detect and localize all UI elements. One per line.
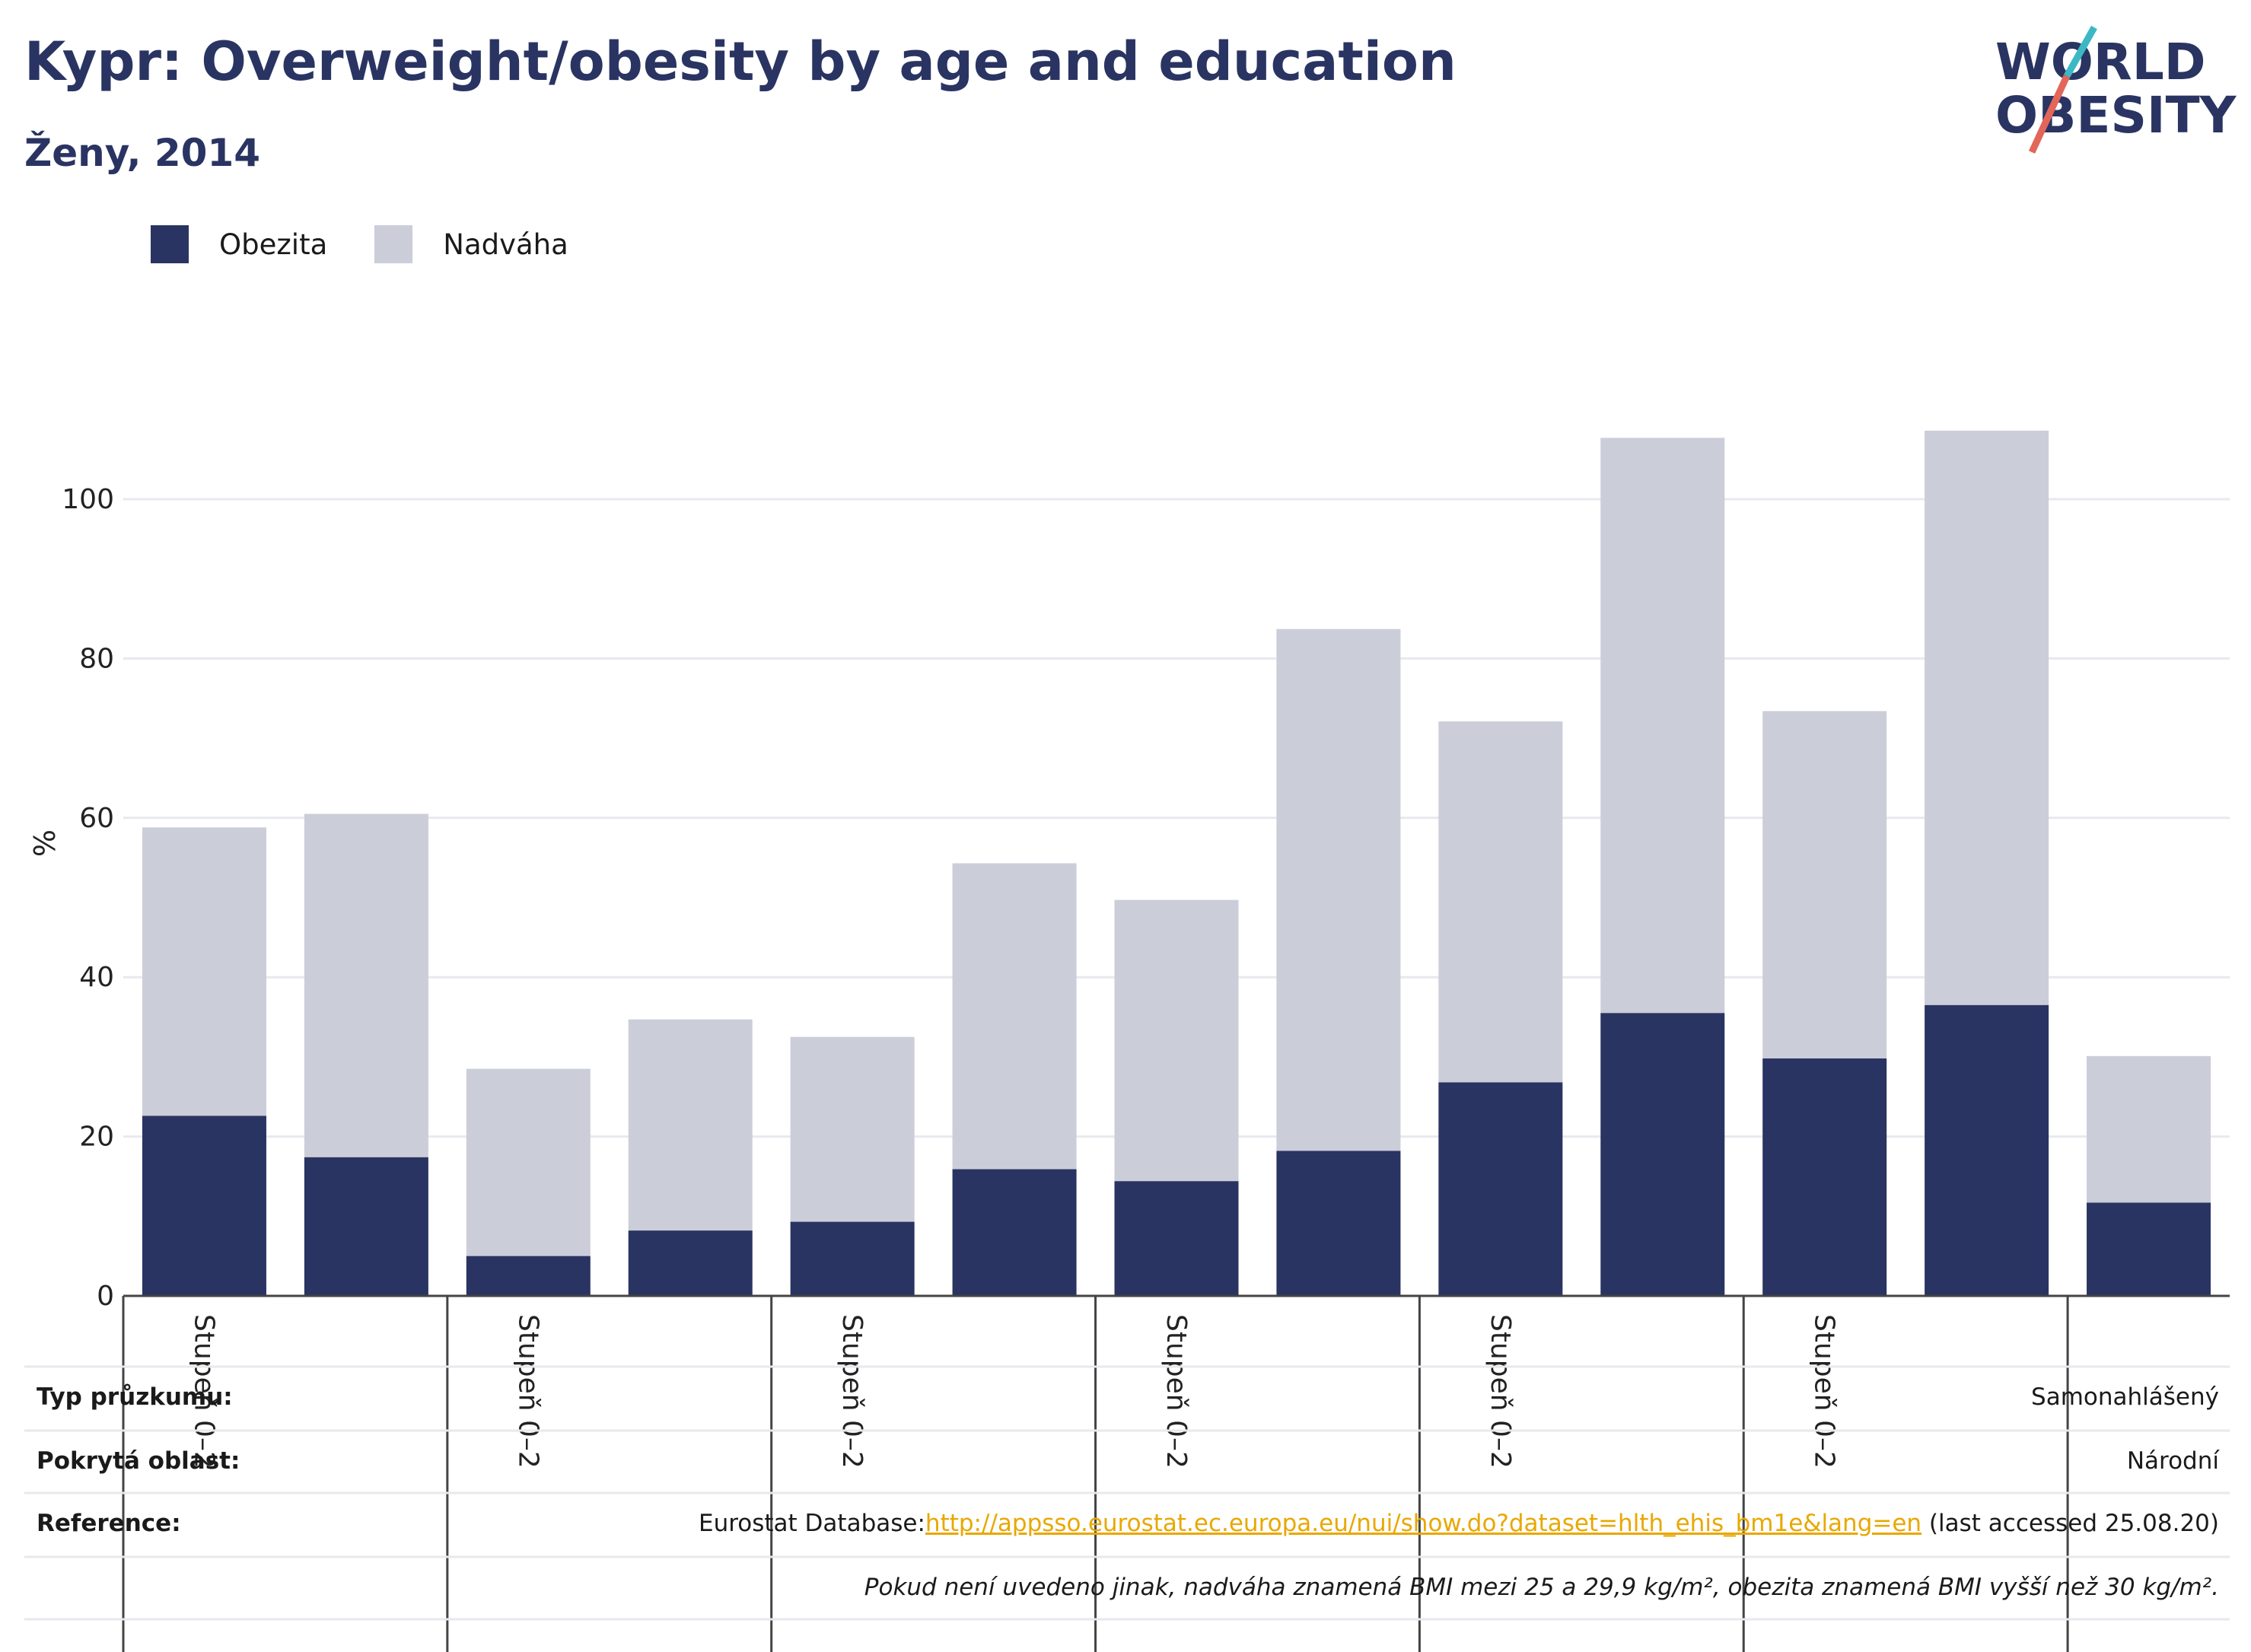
legend: Obezita Nadváha	[151, 225, 616, 263]
bar-nadvaha	[304, 813, 428, 1157]
bar-nadvaha	[790, 1036, 915, 1222]
reference-value: Eurostat Database:http://appsso.eurostat…	[699, 1510, 2219, 1537]
chart-title: Kypr: Overweight/obesity by age and educ…	[24, 30, 1457, 93]
bar-nadvaha	[1600, 438, 1725, 1014]
x-tick-label: Stupeň 0–2	[836, 1314, 868, 1469]
x-tick-label: Stupeň 0–2	[1485, 1314, 1516, 1469]
bar-nadvaha	[1925, 430, 2049, 1005]
bar-obezita	[2087, 1202, 2211, 1296]
bar-nadvaha	[1276, 629, 1401, 1151]
bar-nadvaha	[2087, 1055, 2211, 1203]
info-row-note: Pokud není uvedeno jinak, nadváha znamen…	[37, 1557, 2219, 1621]
bar-obezita	[142, 1116, 266, 1296]
y-tick-label: 0	[97, 1281, 114, 1312]
logo-text-world: WORLD	[1995, 33, 2206, 91]
bmi-note: Pokud není uvedeno jinak, nadváha znamen…	[864, 1574, 2219, 1601]
bar-obezita	[1762, 1058, 1887, 1296]
bar-nadvaha	[142, 827, 266, 1116]
bar-nadvaha	[628, 1019, 753, 1231]
legend-item-obezita[interactable]: Obezita	[151, 225, 327, 263]
bar-obezita	[952, 1169, 1077, 1296]
logo-slash-teal	[2064, 25, 2097, 78]
world-obesity-logo: WORLD OBESITY	[1995, 25, 2237, 154]
logo-text-obesity: OBESITY	[1995, 86, 2237, 145]
bar-obezita	[1438, 1082, 1563, 1296]
reference-link[interactable]: http://appsso.eurostat.ec.europa.eu/nui/…	[925, 1510, 1922, 1537]
legend-swatch-obezita	[151, 225, 189, 263]
survey-type-label: Typ průzkumu:	[37, 1383, 233, 1411]
bar-nadvaha	[1438, 721, 1563, 1083]
bar-obezita	[628, 1230, 753, 1296]
x-tick-label: Stupeň 0–2	[188, 1314, 219, 1469]
y-tick-label: 40	[79, 962, 114, 993]
x-tick-label: Stupeň 0–2	[1809, 1314, 1840, 1469]
legend-label-nadvaha: Nadváha	[443, 228, 568, 261]
logo-slash-red	[2028, 75, 2071, 154]
y-tick-label: 80	[79, 643, 114, 674]
bar-obezita	[1925, 1004, 2049, 1296]
survey-type-value: Samonahlášený	[2031, 1383, 2219, 1411]
legend-item-nadvaha[interactable]: Nadváha	[374, 225, 568, 263]
chart-subtitle: Ženy, 2014	[24, 131, 261, 175]
info-row-area: Pokrytá oblast: Národní	[37, 1431, 2219, 1494]
bar-obezita	[1276, 1151, 1401, 1296]
bar-nadvaha	[1762, 711, 1887, 1058]
bar-nadvaha	[466, 1068, 591, 1256]
y-axis-label: %	[28, 829, 62, 857]
bar-obezita	[304, 1157, 428, 1296]
reference-suffix: (last accessed 25.08.20)	[1921, 1510, 2219, 1537]
x-tick-label: Stupeň 0–2	[512, 1314, 543, 1469]
bar-obezita	[1114, 1181, 1239, 1296]
info-row-survey-type: Typ průzkumu: Samonahlášený	[37, 1367, 2219, 1431]
area-label: Pokrytá oblast:	[37, 1447, 240, 1475]
bar-obezita	[466, 1256, 591, 1296]
bar-nadvaha	[952, 863, 1077, 1170]
x-tick-label: Stupeň 0–2	[1161, 1314, 1192, 1469]
y-tick-label: 100	[62, 484, 114, 515]
bar-obezita	[790, 1221, 915, 1296]
area-value: Národní	[2126, 1447, 2219, 1475]
bar-obezita	[1600, 1013, 1725, 1296]
bar-nadvaha	[1114, 899, 1239, 1182]
legend-swatch-nadvaha	[374, 225, 413, 263]
y-tick-label: 60	[79, 803, 114, 834]
reference-prefix: Eurostat Database:	[698, 1510, 925, 1537]
info-row-reference: Reference: Eurostat Database:http://apps…	[37, 1493, 2219, 1557]
legend-label-obezita: Obezita	[219, 228, 328, 261]
reference-label: Reference:	[37, 1510, 181, 1537]
y-tick-label: 20	[79, 1122, 114, 1153]
